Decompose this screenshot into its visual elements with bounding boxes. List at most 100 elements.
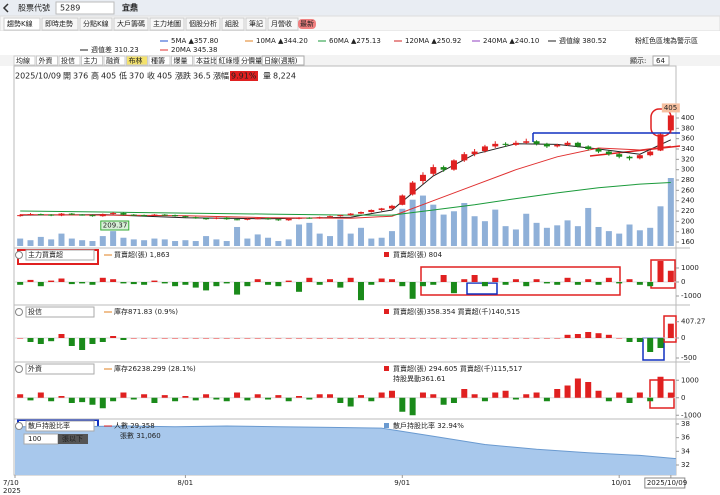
candle-body: [234, 219, 241, 221]
tool-button[interactable]: [81, 55, 103, 66]
flow-bar: [430, 282, 437, 285]
low-label-bg: [100, 220, 130, 231]
tool-button[interactable]: [36, 55, 58, 66]
flow-bar: [120, 392, 127, 398]
tool-button[interactable]: [103, 55, 126, 66]
candle-body: [461, 154, 468, 161]
tool-button[interactable]: [58, 55, 81, 66]
back-button[interactable]: [2, 3, 9, 13]
close-button[interactable]: [15, 422, 23, 430]
x-tick-label: 2025/10/09: [647, 479, 687, 487]
x-tick-label: 10/01: [611, 479, 631, 487]
volume-bar: [254, 234, 261, 246]
stock-code: 5289: [60, 4, 80, 13]
flow-bar: [481, 338, 488, 339]
tab[interactable]: [245, 17, 267, 31]
panel-select[interactable]: [25, 249, 95, 261]
volume-bar: [68, 238, 75, 246]
volume-bar: [192, 241, 199, 246]
volume-bar: [543, 227, 550, 246]
tool-button[interactable]: [238, 55, 261, 66]
flow-bar: [471, 394, 478, 398]
flow-bar: [616, 282, 623, 284]
flow-bar: [512, 279, 519, 282]
close-button[interactable]: [15, 308, 23, 316]
candle-body: [192, 217, 199, 219]
display-box[interactable]: [652, 55, 670, 66]
flow-bar: [554, 389, 561, 398]
tool-button[interactable]: [171, 55, 193, 66]
volume-bar: [512, 229, 519, 246]
flow-bar: [378, 278, 385, 282]
tool-button[interactable]: [13, 55, 36, 66]
flow-bar: [595, 390, 602, 398]
volume-bar: [182, 240, 189, 246]
panel-legend: 庫存871.83 (0.9%): [114, 307, 178, 316]
tab-label: 即時走勢: [45, 19, 73, 28]
flow-bar: [523, 282, 530, 287]
candle-body: [554, 144, 561, 147]
volume-bar: [58, 233, 65, 246]
y-tick-label: 320: [681, 155, 694, 163]
candle-body: [502, 143, 509, 145]
tab[interactable]: [79, 17, 113, 31]
flow-bar: [357, 395, 364, 398]
candle-body: [492, 143, 499, 147]
flow-bar: [99, 277, 106, 282]
y-tick-label: 280: [681, 176, 694, 184]
flow-bar: [68, 397, 75, 403]
flow-bar: [79, 338, 86, 350]
info-label: 收: [147, 71, 155, 81]
panel-select[interactable]: [25, 420, 95, 432]
flow-bar: [657, 338, 664, 348]
code-input[interactable]: [55, 1, 115, 15]
tool-button[interactable]: [126, 55, 148, 66]
period-select[interactable]: [261, 55, 305, 66]
legend-note: 粉紅色區塊為警示區: [635, 36, 698, 45]
panel-legend: 買賣超(張)358.354 買賣超(千)140,515: [393, 307, 520, 316]
panel-select[interactable]: [25, 306, 95, 318]
candle-body: [399, 195, 406, 205]
candle-body: [388, 205, 395, 209]
flow-bar: [533, 392, 540, 398]
tab[interactable]: [149, 17, 185, 31]
volume-bar: [48, 239, 55, 246]
volume-bar: [172, 241, 179, 246]
flow-bar: [265, 282, 272, 285]
flow-bar: [79, 397, 86, 403]
flow-bar: [419, 392, 426, 398]
tab[interactable]: [185, 17, 221, 31]
panel-legend: 持股異動361.61: [393, 374, 446, 383]
flow-bar: [213, 282, 220, 287]
flow-bar: [647, 338, 654, 352]
tab[interactable]: [3, 17, 41, 31]
threshold: 100: [28, 435, 41, 443]
threshold-unit: 張以下: [62, 435, 83, 443]
volume-bar: [409, 199, 416, 246]
tab[interactable]: [221, 17, 245, 31]
highlight: [663, 315, 677, 343]
flow-bar: [667, 392, 674, 398]
flow-bar: [275, 395, 282, 398]
close-button[interactable]: [15, 365, 23, 373]
tool-button[interactable]: [193, 55, 216, 66]
flow-bar: [399, 282, 406, 287]
close-button[interactable]: [15, 251, 23, 259]
candle-body: [17, 215, 24, 217]
tab[interactable]: [41, 17, 79, 31]
flow-bar: [388, 390, 395, 398]
candle-body: [172, 215, 179, 217]
tab[interactable]: [113, 17, 149, 31]
tool-button[interactable]: [216, 55, 238, 66]
tab-label: 主力地圖: [153, 19, 181, 28]
info-label: 漲跌: [175, 71, 191, 81]
candle-body: [79, 214, 86, 216]
flow-bar: [554, 282, 561, 285]
legend-label: 60MA ▲275.13: [329, 37, 381, 45]
candle-body: [130, 214, 137, 216]
tool-button[interactable]: [148, 55, 171, 66]
panel-select[interactable]: [25, 363, 95, 375]
candle-body: [543, 143, 550, 147]
volume-bar: [130, 239, 137, 246]
